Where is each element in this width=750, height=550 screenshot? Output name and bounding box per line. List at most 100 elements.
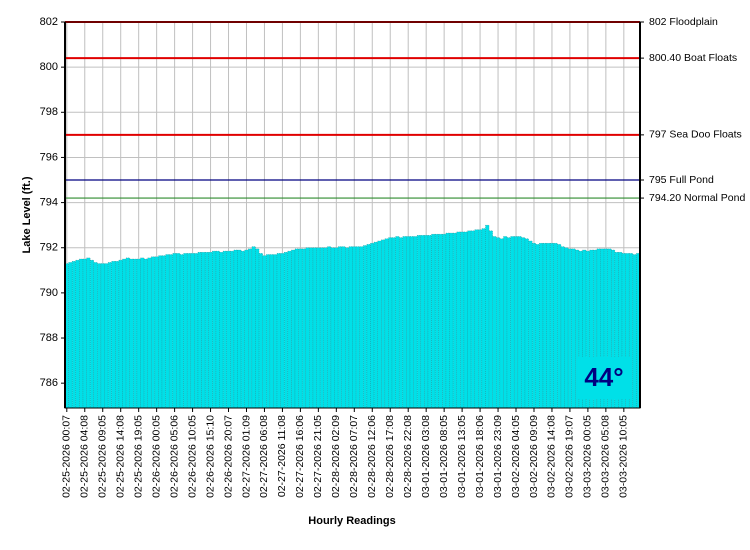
y-tick-label: 802 [40, 16, 58, 28]
bar [309, 247, 314, 409]
bar [316, 247, 321, 409]
bar [395, 236, 400, 409]
x-tick-label: 02-27-2026 16:06 [294, 415, 306, 498]
bar [327, 246, 332, 409]
bar [431, 233, 436, 409]
bar [251, 246, 256, 409]
bar [165, 254, 170, 409]
bar [104, 263, 109, 409]
bar [82, 258, 87, 409]
bar [269, 254, 274, 409]
bar [553, 243, 558, 409]
bar [237, 249, 242, 409]
bar [409, 236, 414, 409]
bar [183, 253, 188, 409]
bar [118, 259, 123, 409]
bar [71, 261, 76, 409]
x-tick-label: 03-01-2026 18:06 [474, 415, 486, 498]
bar [194, 253, 199, 409]
bar [567, 248, 572, 409]
bar [212, 250, 217, 409]
bar [230, 250, 235, 409]
x-tick-label: 03-03-2026 05:08 [600, 415, 612, 498]
bar [549, 243, 554, 409]
bar [488, 230, 493, 409]
bar [125, 257, 130, 409]
x-tick-label: 02-25-2026 00:07 [61, 415, 73, 498]
x-tick-label: 02-26-2026 00:05 [150, 415, 162, 498]
bar [381, 239, 386, 409]
bar [226, 250, 231, 409]
bar [524, 238, 529, 409]
bar [233, 249, 238, 409]
y-tick-label: 786 [40, 377, 58, 389]
bar [478, 229, 483, 409]
bar [172, 253, 177, 409]
bar [416, 235, 421, 409]
bar [330, 247, 335, 409]
x-tick-label: 02-26-2026 15:10 [204, 415, 216, 498]
reference-label: 795 Full Pond [649, 174, 714, 186]
x-tick-label: 02-26-2026 05:06 [168, 415, 180, 498]
bar [312, 247, 317, 409]
bar [301, 248, 306, 409]
x-tick-label: 02-26-2026 10:05 [186, 415, 198, 498]
bar [111, 261, 116, 409]
bar [564, 247, 569, 409]
bar [79, 258, 84, 409]
bar [248, 248, 253, 409]
reference-label: 797 Sea Doo Floats [649, 129, 742, 141]
bar [287, 250, 292, 409]
bar [169, 254, 174, 409]
bar [474, 229, 479, 409]
bar [222, 250, 227, 409]
bar [262, 255, 267, 409]
y-tick-label: 790 [40, 287, 58, 299]
bar [521, 237, 526, 409]
bar [452, 232, 457, 409]
reference-label: 802 Floodplain [649, 16, 718, 28]
x-tick-label: 02-25-2026 09:05 [97, 415, 109, 498]
bar [201, 252, 206, 409]
bar [161, 255, 166, 409]
x-tick-label: 02-27-2026 21:05 [312, 415, 324, 498]
y-tick-label: 788 [40, 332, 58, 344]
bar [370, 243, 375, 409]
bar [614, 252, 619, 409]
bar [255, 248, 260, 409]
x-tick-label: 03-03-2026 00:05 [582, 415, 594, 498]
bar [528, 240, 533, 409]
bar [388, 237, 393, 409]
bar [420, 235, 425, 409]
bar [514, 236, 519, 409]
bar [215, 250, 220, 409]
bar [355, 246, 360, 409]
bar [122, 258, 127, 409]
bar [244, 249, 249, 409]
bar [348, 246, 353, 409]
bar [456, 231, 461, 409]
bar [186, 253, 191, 409]
bar [517, 236, 522, 409]
bar [334, 247, 339, 409]
bar [449, 232, 454, 409]
bar [366, 244, 371, 409]
bar [291, 249, 296, 409]
bar [442, 233, 447, 409]
bar [546, 243, 551, 409]
x-tick-label: 02-28-2026 12:06 [366, 415, 378, 498]
bar [467, 230, 472, 409]
bar [284, 252, 289, 409]
bar [481, 228, 486, 409]
bar [190, 253, 195, 409]
bar [506, 237, 511, 409]
bar [406, 236, 411, 409]
bar [510, 236, 515, 409]
x-tick-label: 02-25-2026 19:05 [132, 415, 144, 498]
badge-box [578, 357, 630, 399]
bar [557, 244, 562, 409]
y-axis-label: Lake Level (ft.) [21, 176, 33, 253]
bar [86, 257, 91, 409]
bar [363, 245, 368, 409]
